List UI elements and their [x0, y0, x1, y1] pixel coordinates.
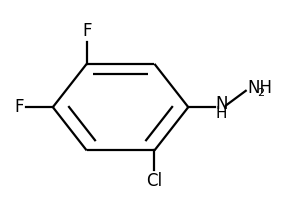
- Text: 2: 2: [257, 88, 264, 98]
- Text: Cl: Cl: [146, 172, 163, 190]
- Text: F: F: [82, 22, 92, 40]
- Text: N: N: [215, 95, 227, 113]
- Text: F: F: [14, 98, 23, 116]
- Text: H: H: [215, 106, 227, 121]
- Text: NH: NH: [247, 79, 272, 97]
